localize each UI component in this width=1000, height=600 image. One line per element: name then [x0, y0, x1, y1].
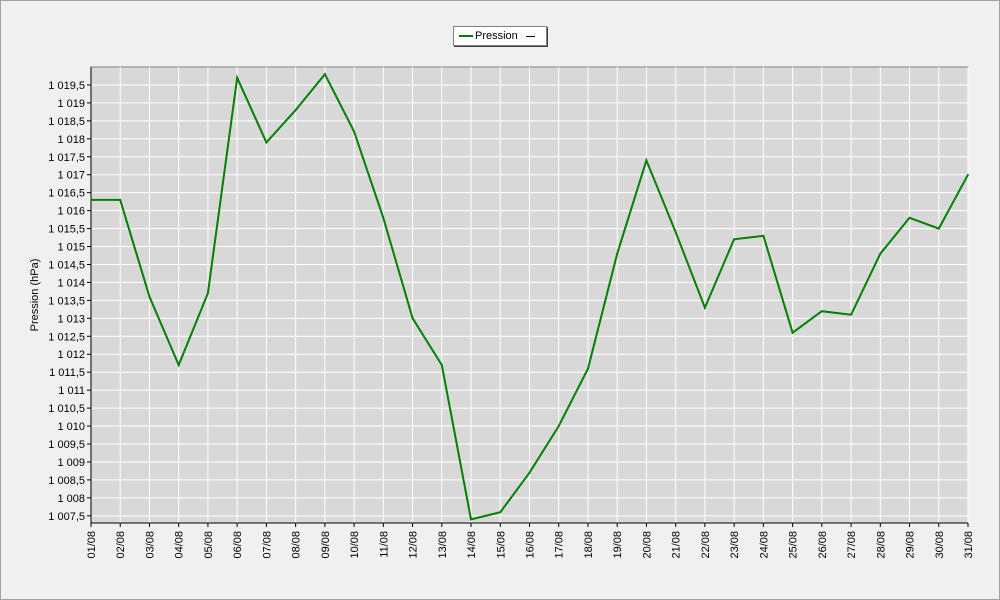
y-tick-label: 1 011,5	[49, 367, 85, 379]
y-tick-label: 1 008,5	[48, 475, 85, 487]
x-tick-label: 11/08	[378, 531, 390, 558]
x-tick-label: 20/08	[641, 531, 653, 559]
x-tick-label: 15/08	[495, 531, 507, 559]
y-tick-label: 1 013	[57, 313, 85, 325]
y-tick-label: 1 009	[57, 457, 85, 469]
y-tick-label: 1 015,5	[48, 224, 85, 236]
data-point	[879, 252, 882, 255]
data-point	[733, 238, 735, 241]
data-point	[236, 76, 238, 79]
data-point	[90, 199, 92, 201]
x-tick-label: 22/08	[700, 531, 712, 559]
y-tick-label: 1 011	[58, 385, 85, 397]
x-tick-label: 03/08	[144, 531, 156, 559]
x-tick-label: 25/08	[788, 531, 800, 559]
y-tick-label: 1 013,5	[48, 295, 85, 307]
x-tick-label: 24/08	[758, 531, 770, 559]
y-tick-label: 1 012,5	[48, 331, 85, 343]
data-point	[791, 331, 794, 334]
legend: Pression	[453, 26, 547, 46]
y-tick-label: 1 019,5	[48, 80, 85, 92]
data-point	[674, 231, 677, 233]
y-tick-label: 1 008	[57, 493, 85, 505]
data-point	[265, 141, 268, 144]
x-tick-label: 07/08	[261, 531, 273, 559]
y-tick-label: 1 016	[57, 206, 85, 218]
x-tick-label: 17/08	[554, 531, 566, 559]
y-tick-label: 1 014	[57, 277, 85, 289]
data-point	[587, 367, 589, 370]
y-tick-label: 1 019	[57, 98, 85, 110]
x-tick-label: 19/08	[612, 531, 624, 559]
x-tick-label: 28/08	[875, 531, 887, 559]
data-point	[324, 73, 326, 75]
x-tick-label: 06/08	[232, 531, 244, 559]
y-tick-label: 1 014,5	[48, 259, 85, 271]
x-tick-label: 12/08	[408, 531, 420, 559]
data-point	[616, 252, 618, 255]
data-point	[821, 310, 823, 312]
data-point	[850, 313, 852, 316]
y-tick-label: 1 017	[57, 170, 85, 182]
y-tick-label: 1 010,5	[48, 403, 85, 415]
x-tick-label: 30/08	[934, 531, 946, 559]
x-tick-label: 08/08	[291, 531, 303, 559]
x-tick-label: 18/08	[583, 531, 595, 559]
data-point	[762, 234, 765, 237]
x-tick-label: 31/08	[963, 531, 975, 559]
grid-lines	[90, 67, 969, 523]
data-point	[382, 217, 385, 219]
data-point	[470, 518, 472, 521]
y-tick-label: 1 018,5	[48, 116, 85, 128]
x-tick-label: 21/08	[671, 531, 683, 559]
x-tick-label: 05/08	[203, 531, 215, 559]
data-point	[294, 109, 297, 111]
legend-swatch-pression	[459, 35, 473, 37]
data-point	[704, 306, 706, 309]
legend-dash	[526, 36, 535, 37]
x-tick-label: 23/08	[729, 531, 741, 559]
y-tick-label: 1 017,5	[48, 152, 85, 164]
data-point	[353, 130, 355, 133]
legend-label-pression: Pression	[475, 30, 518, 42]
data-point	[645, 159, 648, 162]
y-axis-label: Pression (hPa)	[29, 259, 41, 332]
data-point	[528, 471, 531, 474]
x-tick-label: 04/08	[174, 531, 186, 559]
x-tick-label: 26/08	[817, 531, 829, 559]
y-tick-label: 1 007,5	[48, 511, 85, 523]
series-pression	[90, 72, 969, 521]
x-tick-label: 29/08	[905, 531, 917, 559]
data-point	[207, 292, 209, 295]
data-point	[908, 217, 911, 219]
x-tick-label: 10/08	[349, 531, 361, 559]
x-axis-ticks: 01/08 02/08 03/08 04/08 05/08 06/08 07/08 08/08…	[86, 522, 975, 559]
y-tick-label: 1 009,5	[48, 439, 85, 451]
x-tick-label: 16/08	[525, 531, 537, 559]
y-tick-label: 1 012	[57, 349, 85, 361]
data-point	[967, 173, 969, 176]
data-point	[557, 425, 560, 427]
data-point	[177, 364, 180, 366]
y-tick-label: 1 016,5	[48, 188, 85, 200]
x-tick-label: 09/08	[320, 531, 332, 559]
x-tick-label: 02/08	[115, 531, 127, 559]
y-tick-label: 1 015	[57, 242, 85, 254]
data-point	[119, 199, 122, 201]
x-tick-label: 01/08	[86, 531, 98, 559]
y-tick-label: 1 010	[57, 421, 85, 433]
data-point	[499, 511, 502, 514]
data-point	[411, 317, 414, 320]
y-tick-label: 1 018	[57, 134, 85, 146]
x-tick-label: 13/08	[437, 531, 449, 559]
data-point	[148, 295, 151, 298]
y-axis-ticks: 1 007,5 1 008 1 008,5 1 009 1 009,5 1 010 1 01…	[48, 67, 92, 523]
data-point	[441, 364, 443, 366]
x-tick-label: 14/08	[466, 531, 478, 559]
x-tick-label: 27/08	[846, 531, 858, 559]
data-point	[937, 227, 940, 230]
